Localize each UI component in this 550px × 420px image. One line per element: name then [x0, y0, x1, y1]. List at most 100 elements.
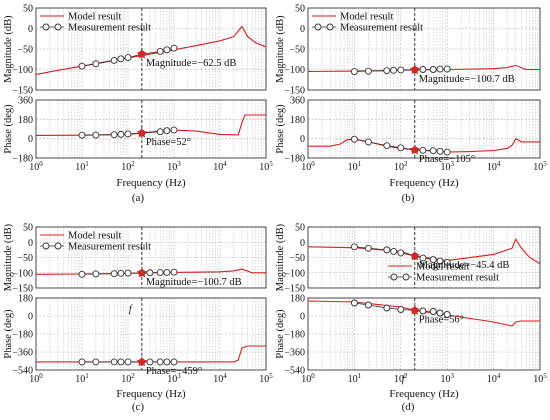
x-tick-label: 103: [167, 372, 181, 385]
y-tick-label: −150: [12, 86, 33, 97]
legend-model-label: Model result: [68, 231, 121, 242]
measurement-point: [350, 299, 358, 307]
x-tick-label: 102: [394, 160, 408, 173]
measurement-point: [110, 57, 118, 64]
y-axis-label: Phase (deg): [3, 104, 14, 154]
measurement-point: [92, 270, 100, 278]
y-tick-label: −150: [284, 284, 305, 295]
measurement-point: [350, 68, 358, 76]
operating-point-marker: [409, 250, 421, 261]
y-tick-label: 0: [300, 312, 305, 323]
measurement-point: [429, 308, 437, 315]
measurement-point: [429, 147, 437, 155]
x-tick-exponent: 2: [131, 160, 135, 168]
measurement-point: [397, 66, 405, 74]
x-tick-exponent: 4: [223, 372, 227, 380]
x-tick-label: 101: [75, 160, 89, 173]
panel-label: (b): [402, 192, 415, 204]
x-axis-label: Frequency (Hz): [389, 388, 459, 400]
y-tick-label: 50: [295, 223, 305, 234]
y-tick-label: −100: [284, 268, 305, 279]
axes-frame: [35, 297, 267, 371]
legend-model-label: Model result: [340, 12, 393, 23]
y-tick-label: 0: [28, 24, 33, 35]
phase-annotation: Phase=−105°: [419, 154, 475, 165]
axes-frame: [35, 226, 267, 289]
legend-measurement-label: Measurement result: [68, 242, 151, 253]
measurement-point: [110, 358, 118, 366]
panel-label: (a): [132, 192, 145, 204]
x-tick-base: 10: [167, 374, 177, 385]
x-tick-label: 104: [487, 160, 501, 173]
x-tick-exponent: 1: [85, 160, 89, 168]
x-axis-label: Frequency (Hz): [389, 177, 459, 189]
x-axis-label: Frequency (Hz): [116, 388, 186, 400]
y-tick-label: −150: [284, 86, 305, 97]
measurement-point: [92, 131, 100, 139]
y-axis-label: Magnitude (dB): [275, 15, 286, 83]
y-tick-label: −100: [12, 65, 33, 76]
measurement-point: [124, 130, 132, 138]
y-tick-label: 0: [300, 238, 305, 249]
x-tick-base: 10: [440, 374, 450, 385]
x-tick-label: 105: [259, 372, 273, 385]
measurement-point: [443, 148, 451, 156]
measurement-point: [436, 65, 444, 73]
measurement-point: [170, 44, 178, 52]
panel-label: (c): [132, 401, 145, 413]
x-tick-exponent: 0: [39, 372, 43, 380]
x-tick-exponent: 1: [358, 160, 362, 168]
y-tick-label: −180: [12, 154, 33, 165]
x-tick-label: 104: [213, 160, 227, 173]
y-tick-label: −180: [12, 330, 33, 341]
measurement-point: [110, 131, 118, 139]
operating-point-marker: [136, 48, 148, 59]
x-tick-exponent: 4: [497, 160, 501, 168]
y-tick-label: −100: [284, 65, 305, 76]
y-tick-label: −540: [12, 366, 33, 377]
measurement-point: [383, 142, 391, 150]
x-tick-exponent: 4: [223, 160, 227, 168]
measurement-point: [436, 147, 444, 155]
measurement-point: [110, 270, 118, 278]
x-tick-base: 10: [121, 374, 131, 385]
measurement-point: [78, 358, 86, 366]
measurement-point: [364, 67, 372, 75]
x-tick-exponent: 2: [404, 160, 408, 168]
x-tick-exponent: 3: [450, 160, 454, 168]
y-tick-label: 180: [290, 294, 305, 305]
x-tick-base: 10: [348, 374, 358, 385]
x-tick-base: 10: [259, 162, 269, 173]
x-tick-label: 102: [121, 372, 135, 385]
x-tick-base: 10: [487, 162, 497, 173]
magnitude-annotation: Magnitude=−100.7 dB: [146, 277, 242, 288]
x-tick-base: 10: [348, 162, 358, 173]
y-axis-label: Magnitude (dB): [275, 223, 286, 291]
y-tick-label: −50: [17, 45, 33, 56]
phase-annotation: Phase=52°: [146, 137, 191, 148]
magnitude-annotation: Magnitude=−45.4 dB: [419, 260, 510, 271]
y-tick-label: 0: [28, 134, 33, 145]
x-tick-exponent: 1: [85, 372, 89, 380]
measurement-point: [419, 254, 427, 262]
measurement-point: [364, 301, 372, 309]
y-tick-label: 50: [23, 4, 33, 15]
measurement-point: [117, 55, 125, 63]
x-tick-base: 10: [29, 374, 39, 385]
axes-frame: [307, 297, 541, 371]
y-tick-label: 360: [290, 96, 305, 107]
measurement-result-line: [354, 246, 448, 263]
measurement-point: [117, 130, 125, 138]
x-tick-base: 10: [394, 162, 404, 173]
measurement-point: [419, 66, 427, 73]
legend-measurement-marker: [402, 273, 410, 281]
x-tick-base: 10: [213, 374, 223, 385]
measurement-point: [364, 244, 372, 252]
measurement-point: [146, 269, 154, 277]
measurement-point: [436, 309, 444, 317]
y-tick-label: 0: [300, 24, 305, 35]
legend-model-label: Model result: [68, 12, 121, 23]
